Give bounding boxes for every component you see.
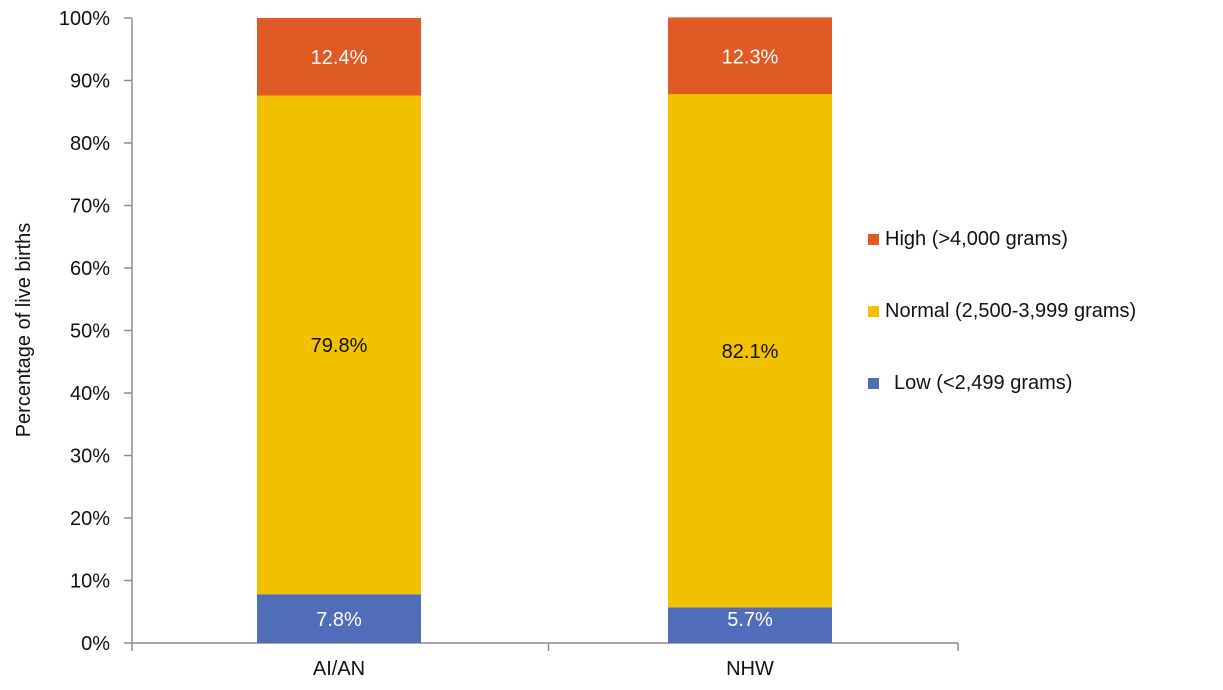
bar-segment	[668, 607, 832, 643]
bar-segment	[668, 17, 832, 95]
legend: High (>4,000 grams) Normal (2,500-3,999 g…	[868, 228, 1136, 394]
x-category-label: AI/AN	[313, 658, 365, 680]
legend-swatch	[868, 234, 879, 245]
bar-segment	[668, 94, 832, 608]
y-tick-label: 10%	[70, 571, 110, 593]
bar-data-label: 5.7%	[727, 609, 773, 631]
y-tick-label: 20%	[70, 508, 110, 530]
y-tick-label: 30%	[70, 446, 110, 468]
y-tick-label: 100%	[59, 8, 110, 30]
bar-data-label: 12.4%	[311, 47, 368, 69]
bar-segment	[257, 594, 421, 643]
legend-label: Low (<2,499 grams)	[894, 372, 1072, 394]
y-tick-label: 50%	[70, 321, 110, 343]
bars-layer: 7.8% 79.8% 12.4% 5.7% 82.1% 12.3%	[257, 17, 832, 643]
y-tick-label: 70%	[70, 196, 110, 218]
y-tick-label: 90%	[70, 71, 110, 93]
bar-data-label: 7.8%	[316, 609, 362, 631]
x-category-label: NHW	[726, 658, 774, 680]
bar-segment	[257, 18, 421, 96]
y-tick-label: 60%	[70, 258, 110, 280]
legend-swatch	[868, 378, 879, 389]
y-axis-label: Percentage of live births	[13, 223, 35, 438]
y-tick-label: 80%	[70, 133, 110, 155]
legend-label: High (>4,000 grams)	[885, 228, 1068, 250]
legend-swatch	[868, 306, 879, 317]
bar-segment	[257, 95, 421, 595]
axes-layer: Percentage of live births 0% 10% 20% 30% 40%…	[13, 8, 959, 680]
y-tick-label: 0%	[81, 633, 110, 655]
bar-data-label: 79.8%	[311, 335, 368, 357]
bar-data-label: 82.1%	[722, 341, 779, 363]
y-tick-label: 40%	[70, 383, 110, 405]
bar-data-label: 12.3%	[722, 46, 779, 68]
legend-label: Normal (2,500-3,999 grams)	[885, 300, 1136, 322]
